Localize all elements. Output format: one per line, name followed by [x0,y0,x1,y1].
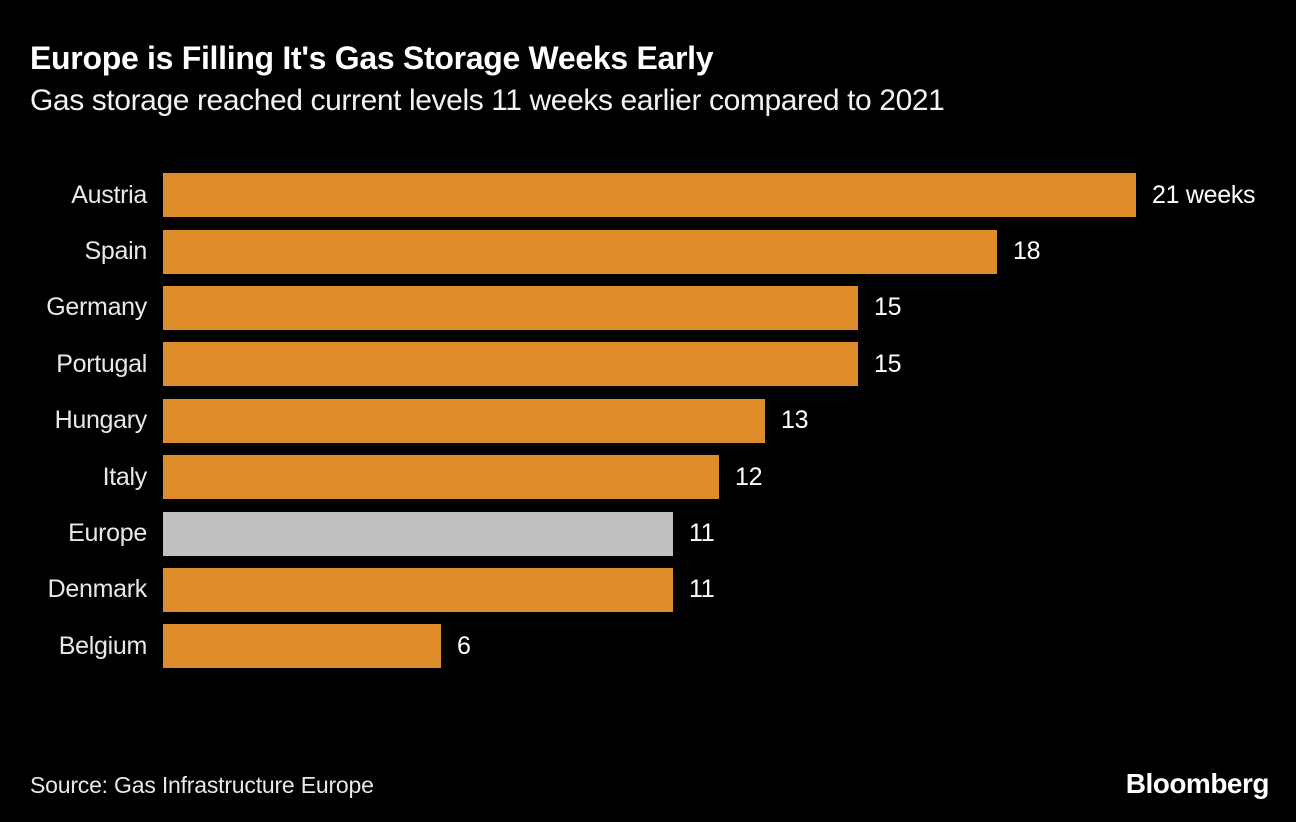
bar-track: 6 [163,624,1163,669]
bar-track: 12 [163,455,1163,500]
bar-track: 21 weeks [163,173,1256,218]
category-label: Austria [71,180,147,209]
bar-row: Hungary 13 [0,393,1296,449]
category-label: Belgium [58,631,148,660]
bar [163,455,719,500]
bar-track: 15 [163,285,1163,330]
bar [163,624,441,669]
value-label: 11 [689,575,715,604]
bar-track: 18 [163,229,1163,274]
bar-row: Germany 15 [0,280,1296,336]
category-label: Denmark [47,575,148,604]
source-note: Source: Gas Infrastructure Europe [30,772,374,798]
bar-row: Italy 12 [0,449,1296,505]
chart-title: Europe is Filling It's Gas Storage Weeks… [30,40,714,76]
bar [163,285,858,330]
category-label: Spain [84,237,148,266]
category-label: Europe [68,519,147,548]
bar-row: Denmark 11 [0,562,1296,618]
value-label: 21 weeks [1152,180,1256,209]
bar-chart: Austria 21 weeks Spain 18 Germany 15 Portugal 1… [0,167,1296,675]
bar [163,173,1136,218]
bar [163,567,673,612]
bar-row: Belgium 6 [0,618,1296,674]
category-label: Hungary [54,406,148,435]
value-label: 11 [689,519,715,548]
chart-footer: Source: Gas Infrastructure Europe Bloomb… [30,768,1270,800]
chart-subtitle: Gas storage reached current levels 11 we… [30,83,945,117]
bar [163,342,858,387]
bar-row: Portugal 15 [0,336,1296,392]
bloomberg-logo: Bloomberg [1125,768,1270,799]
category-label: Portugal [56,349,147,378]
value-label: 12 [735,462,763,491]
value-label: 15 [874,293,902,322]
bar-track: 11 [163,511,1163,556]
chart-header: Europe is Filling It's Gas Storage Weeks… [30,40,1266,118]
category-label: Germany [46,293,147,322]
bar-row: Austria 21 weeks [0,167,1296,223]
bar [163,511,673,556]
bar [163,229,997,274]
bar [163,398,765,443]
bar-row: Spain 18 [0,223,1296,279]
value-label: 13 [781,406,809,435]
value-label: 6 [457,631,471,660]
value-label: 18 [1013,237,1041,266]
value-label: 15 [874,349,902,378]
bar-track: 13 [163,398,1163,443]
bar-track: 11 [163,567,1163,612]
category-label: Italy [102,462,148,491]
bar-row: Europe 11 [0,505,1296,561]
bar-track: 15 [163,342,1163,387]
